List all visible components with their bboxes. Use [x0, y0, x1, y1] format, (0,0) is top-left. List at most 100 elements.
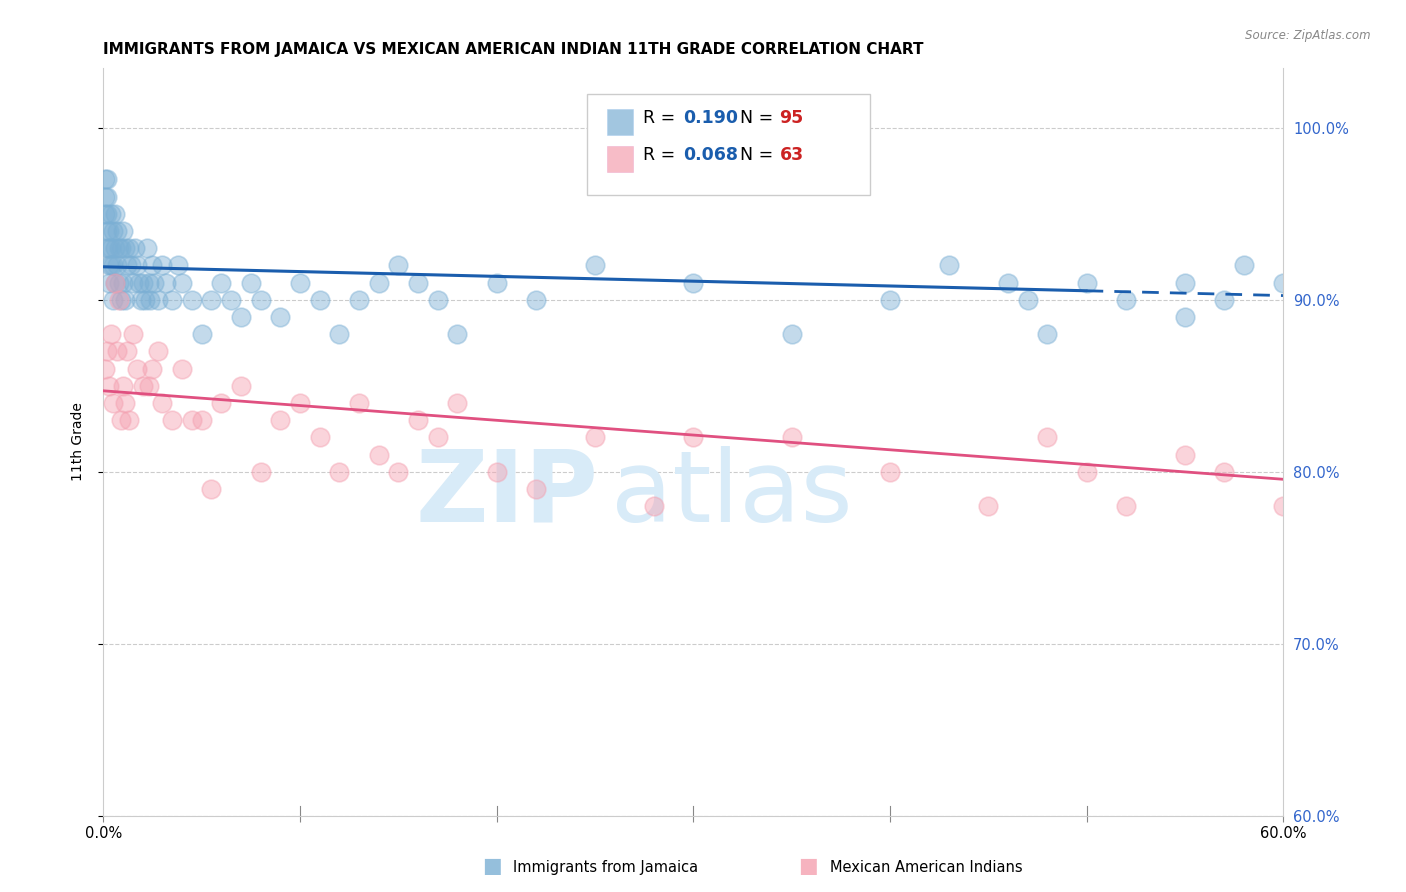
- Point: [114, 293, 136, 307]
- Point: [367, 448, 389, 462]
- Point: [100, 207, 122, 221]
- Point: [288, 276, 311, 290]
- Point: [682, 430, 704, 444]
- Point: [938, 259, 960, 273]
- Point: [104, 276, 127, 290]
- Point: [347, 396, 370, 410]
- Point: [209, 276, 232, 290]
- Point: [124, 241, 146, 255]
- Point: [115, 259, 138, 273]
- Text: N =: N =: [741, 146, 779, 164]
- Point: [139, 293, 162, 307]
- Point: [387, 465, 409, 479]
- Point: [138, 379, 160, 393]
- Point: [108, 276, 131, 290]
- Point: [200, 293, 222, 307]
- Point: [143, 276, 166, 290]
- Point: [98, 224, 121, 238]
- Point: [249, 293, 271, 307]
- Point: [1036, 430, 1059, 444]
- Point: [1115, 293, 1137, 307]
- Point: [121, 276, 143, 290]
- Point: [269, 413, 291, 427]
- Point: [125, 361, 148, 376]
- Point: [118, 413, 141, 427]
- Point: [141, 361, 163, 376]
- Point: [524, 482, 547, 496]
- Point: [485, 276, 508, 290]
- Point: [108, 241, 131, 255]
- Point: [98, 241, 121, 255]
- Text: R =: R =: [643, 109, 681, 127]
- Text: Source: ZipAtlas.com: Source: ZipAtlas.com: [1246, 29, 1371, 42]
- Point: [190, 327, 212, 342]
- Point: [131, 379, 153, 393]
- Point: [111, 379, 134, 393]
- Point: [98, 276, 121, 290]
- Point: [1036, 327, 1059, 342]
- Text: N =: N =: [741, 109, 779, 127]
- Point: [108, 293, 131, 307]
- Point: [209, 396, 232, 410]
- Point: [1272, 500, 1295, 514]
- Text: ■: ■: [482, 856, 502, 876]
- Point: [367, 276, 389, 290]
- Point: [1213, 465, 1236, 479]
- Point: [780, 327, 803, 342]
- Point: [150, 396, 173, 410]
- Point: [101, 224, 124, 238]
- Point: [780, 430, 803, 444]
- Point: [134, 293, 156, 307]
- Y-axis label: 11th Grade: 11th Grade: [72, 402, 86, 481]
- Point: [269, 310, 291, 324]
- Point: [148, 344, 170, 359]
- Text: Immigrants from Jamaica: Immigrants from Jamaica: [513, 861, 699, 875]
- Point: [118, 241, 141, 255]
- Point: [1272, 276, 1295, 290]
- Point: [426, 293, 449, 307]
- Point: [219, 293, 242, 307]
- Point: [111, 224, 134, 238]
- Point: [104, 276, 127, 290]
- Point: [100, 327, 122, 342]
- Point: [110, 293, 132, 307]
- Point: [135, 241, 157, 255]
- Point: [1076, 465, 1098, 479]
- Point: [1115, 500, 1137, 514]
- Point: [239, 276, 262, 290]
- Point: [125, 259, 148, 273]
- Text: atlas: atlas: [610, 446, 852, 542]
- Point: [347, 293, 370, 307]
- Point: [100, 259, 122, 273]
- Point: [141, 259, 163, 273]
- Point: [167, 259, 190, 273]
- Text: ZIP: ZIP: [416, 446, 599, 542]
- Point: [114, 241, 136, 255]
- Point: [879, 465, 901, 479]
- Point: [138, 276, 160, 290]
- Point: [101, 293, 124, 307]
- Point: [229, 379, 252, 393]
- Point: [583, 430, 606, 444]
- Point: [96, 344, 118, 359]
- Point: [643, 500, 665, 514]
- Point: [1017, 293, 1039, 307]
- Point: [190, 413, 212, 427]
- Point: [977, 500, 1000, 514]
- Point: [110, 413, 132, 427]
- Point: [1076, 276, 1098, 290]
- Point: [96, 224, 118, 238]
- Point: [406, 413, 429, 427]
- Point: [101, 259, 124, 273]
- Point: [96, 207, 118, 221]
- Text: 0.190: 0.190: [683, 109, 738, 127]
- Point: [148, 293, 170, 307]
- Point: [1213, 293, 1236, 307]
- Point: [879, 293, 901, 307]
- Point: [180, 293, 202, 307]
- Text: ■: ■: [799, 856, 818, 876]
- Point: [1331, 430, 1354, 444]
- Point: [94, 207, 117, 221]
- Point: [229, 310, 252, 324]
- Text: Mexican American Indians: Mexican American Indians: [830, 861, 1022, 875]
